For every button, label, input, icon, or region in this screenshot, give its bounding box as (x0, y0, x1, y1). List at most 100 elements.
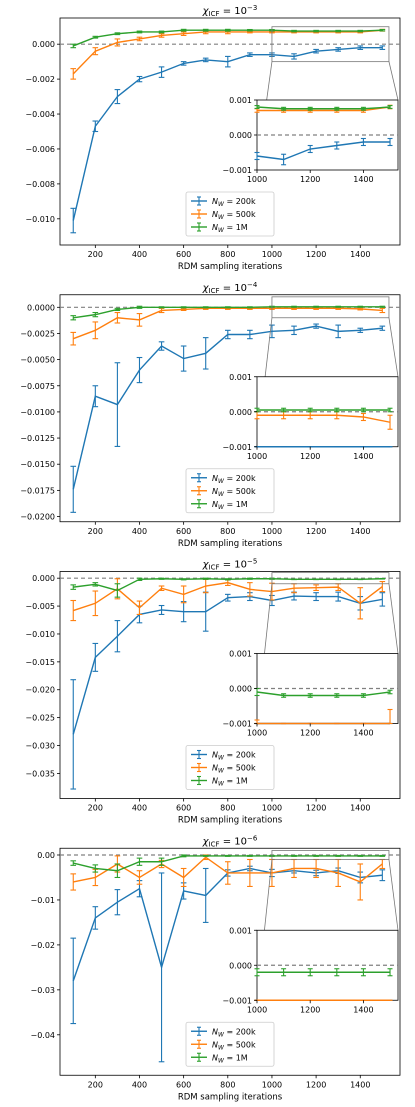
y-tick-label: 0.000 (32, 40, 55, 49)
zoom-region-box (271, 572, 390, 585)
series-N_W_200k-errorbar (357, 327, 364, 333)
series-N_W_200k-errorbar (269, 324, 275, 339)
series-N_W_1M-errorbar (247, 306, 253, 309)
inset-y-tick-label: −0.001 (222, 996, 252, 1005)
series-N_W_1M-errorbar (357, 854, 364, 857)
x-tick-label: 1200 (306, 804, 326, 813)
series-N_W_200k-errorbar (224, 593, 231, 602)
y-tick-label: −0.0175 (20, 486, 55, 495)
legend-item: NW = 500k (191, 209, 256, 221)
legend-subscript: W (218, 201, 225, 208)
x-tick-label: 200 (88, 527, 103, 536)
series-N_W_200k-errorbar (224, 329, 231, 340)
legend-item: NW = 500k (191, 762, 256, 775)
series-N_W_200k-errorbar (70, 207, 77, 234)
series-N_W_1M-errorbar (224, 28, 231, 32)
legend-subscript: W (218, 227, 225, 234)
inset-series-N_W_200k-line (256, 141, 391, 161)
legend-item: NW = 200k (191, 1026, 256, 1038)
inset-series-N_W_1M-errorbar (360, 106, 366, 111)
series-N_W_1M-errorbar (158, 30, 165, 34)
title-equals: = 10 (220, 283, 247, 294)
series-N_W_1M-errorbar (291, 854, 297, 857)
series-N_W_200k-errorbar (379, 325, 386, 331)
series-N_W_500k-errorbar (180, 31, 187, 37)
series-N_W_1M-errorbar (335, 305, 341, 308)
series-N_W_500k-errorbar (70, 873, 77, 891)
inset-series-N_W_1M-errorbar (281, 106, 287, 111)
series-N_W_1M-errorbar (313, 29, 319, 33)
inset-series-N_W_500k-errorbar (360, 412, 366, 422)
inset-series-N_W_1M-errorbar (360, 407, 366, 413)
inset-x-tick-label: 1200 (300, 1005, 320, 1014)
y-tick-label: −0.006 (25, 145, 55, 154)
legend-label: NW = 200k (212, 197, 256, 208)
series-N_W_200k-errorbar (158, 66, 165, 78)
series-N_W_500k-errorbar (136, 600, 143, 615)
x-tick-label: 800 (220, 1080, 235, 1089)
x-tick-label: 200 (88, 250, 103, 259)
inset-series-N_W_200k-errorbar (281, 153, 287, 166)
inset-x-tick-label: 1400 (353, 729, 373, 738)
x-axis-label: RDM sampling iterations (178, 262, 283, 272)
series-N_W_200k-errorbar (92, 906, 99, 930)
series-N_W_500k-errorbar (379, 307, 386, 314)
series-N_W_1M-errorbar (136, 857, 143, 866)
legend-label: NW = 500k (212, 1040, 256, 1051)
x-tick-label: 600 (176, 1080, 191, 1089)
y-tick-label: −0.008 (25, 180, 55, 189)
series-N_W_200k-errorbar (247, 329, 253, 340)
legend-subscript: W (218, 214, 225, 221)
legend-symbol: N (212, 1040, 218, 1049)
x-tick-label: 1200 (306, 250, 326, 259)
title-equals: = 10 (220, 6, 247, 17)
series-N_W_1M-errorbar (357, 305, 364, 308)
series-N_W_1M-errorbar (92, 35, 99, 39)
series-N_W_200k-errorbar (114, 620, 121, 653)
series-N_W_1M-errorbar (379, 577, 386, 580)
series-N_W_200k-errorbar (313, 592, 319, 602)
series-N_W_1M-errorbar (70, 315, 77, 321)
legend-value: = 200k (224, 197, 256, 206)
title-equals: = 10 (220, 560, 247, 571)
series-N_W_1M-errorbar (136, 305, 143, 309)
chart-panel-2: χICF = 10−4 200 400 600 800 1000 1200 1400 −0.02… (20, 281, 401, 549)
y-tick-label: −0.0200 (20, 513, 55, 522)
inset-series-N_W_1M-errorbar (307, 693, 313, 698)
series-N_W_1M-errorbar (202, 854, 209, 857)
y-tick-label: −0.005 (25, 602, 55, 611)
series-N_W_1M-errorbar (313, 578, 319, 581)
x-axis-label: RDM sampling iterations (178, 816, 283, 826)
series-N_W_1M-errorbar (379, 28, 386, 32)
legend-value: = 200k (224, 751, 256, 760)
x-tick-label: 1000 (262, 527, 282, 536)
x-tick-label: 400 (132, 1080, 147, 1089)
title-symbol: χ (202, 6, 210, 17)
legend-value: = 1M (224, 223, 248, 232)
series-N_W_200k-errorbar (335, 591, 341, 602)
inset-x-tick-label: 1000 (247, 175, 267, 184)
y-tick-label: −0.035 (25, 769, 55, 778)
x-tick-label: 1000 (262, 250, 282, 259)
series-N_W_200k-errorbar (379, 869, 386, 882)
series-N_W_500k-errorbar (136, 36, 143, 42)
series-N_W_200k-errorbar (202, 867, 209, 923)
zoom-region-box (271, 296, 390, 319)
series-N_W_200k-errorbar (158, 341, 165, 351)
title-equals: = 10 (220, 836, 247, 847)
y-tick-label: −0.002 (25, 75, 55, 84)
x-tick-label: 1400 (350, 527, 370, 536)
inset-series-N_W_200k-errorbar (387, 137, 393, 147)
series-N_W_1M-errorbar (180, 306, 187, 309)
series-N_W_500k-errorbar (224, 861, 231, 885)
legend-symbol: N (212, 210, 218, 219)
series-N_W_500k-errorbar (114, 38, 121, 47)
series-N_W_1M-errorbar (291, 29, 297, 33)
series-N_W_1M-errorbar (136, 30, 143, 34)
axes-frame (59, 294, 401, 523)
series-N_W_200k-errorbar (180, 345, 187, 372)
series-N_W_500k-errorbar (247, 582, 253, 597)
legend-item: NW = 1M (191, 775, 248, 788)
